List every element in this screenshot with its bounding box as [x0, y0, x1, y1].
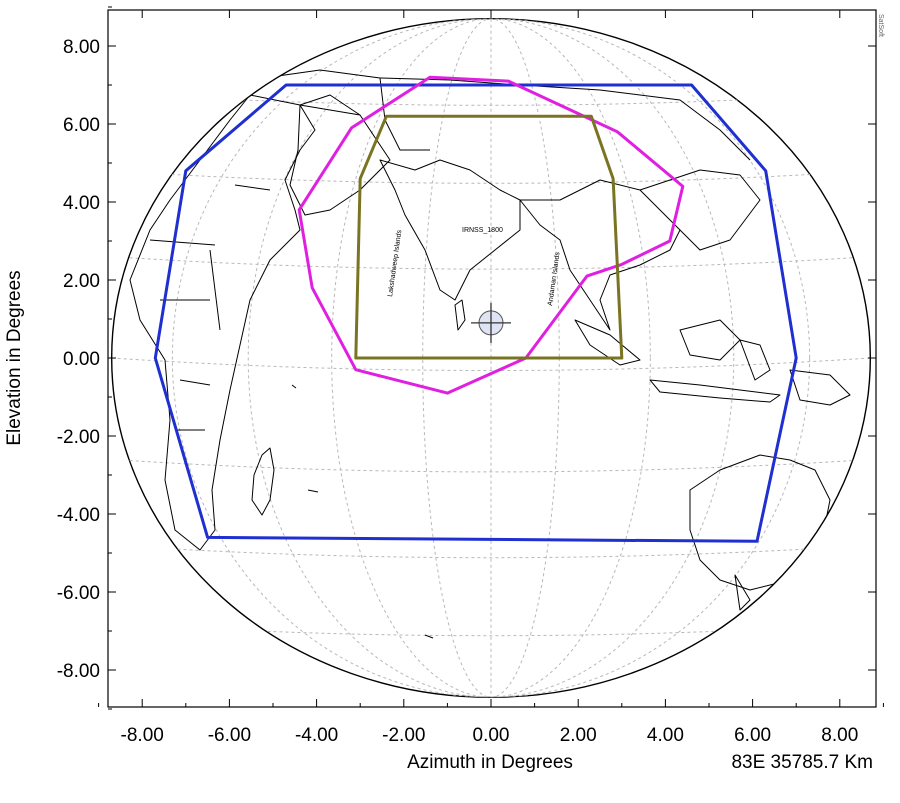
x-tick-label: -2.00 [382, 725, 425, 746]
y-tick-label: -2.00 [57, 427, 100, 448]
y-tick-label: -6.00 [57, 583, 100, 604]
parallel-line [111, 256, 871, 270]
y-tick-label: 4.00 [63, 193, 100, 214]
parallel-line [111, 357, 871, 371]
boresight-marker [471, 302, 511, 343]
y-tick-label: -8.00 [57, 661, 100, 682]
x-tick-label: -6.00 [208, 725, 251, 746]
coverage-contours [153, 75, 798, 543]
y-axis-title: Elevation in Degrees [4, 270, 25, 445]
meridian-line [171, 18, 811, 698]
y-tick-label: 2.00 [63, 271, 100, 292]
x-tick-label: -8.00 [121, 725, 164, 746]
x-tick-label: 6.00 [734, 725, 771, 746]
coverage-contour-3 [354, 114, 624, 360]
y-tick-label: 6.00 [63, 115, 100, 136]
x-tick-label: 8.00 [821, 725, 858, 746]
parallel-line [111, 458, 871, 473]
corner-mark: SatSoft [877, 14, 884, 37]
x-tick-label: 4.00 [647, 725, 684, 746]
parallel-line [111, 544, 871, 559]
y-tick-label: 0.00 [63, 349, 100, 370]
x-tick-label: 0.00 [473, 725, 510, 746]
y-tick-label: -4.00 [57, 505, 100, 526]
x-tick-label: 2.00 [560, 725, 597, 746]
beam-label: IRNSS_1800 [462, 227, 503, 234]
y-tick-label: 8.00 [63, 37, 100, 58]
parallel-line [111, 170, 871, 184]
x-axis-title: Azimuth in Degrees [407, 752, 573, 773]
satellite-position-label: 83E 35785.7 Km [731, 752, 873, 773]
x-axis-ticks: -8.00 -6.00 -4.00 -2.00 0.00 2.00 4.00 6.00 8.00 [98, 10, 884, 746]
coastlines [129, 69, 851, 639]
coverage-contour-2 [297, 75, 685, 395]
x-tick-label: -4.00 [295, 725, 338, 746]
meridian-line [247, 18, 735, 698]
y-axis-ticks: 8.00 6.00 4.00 2.00 0.00 -2.00 -4.00 -6.00 -8.00 [57, 6, 876, 710]
coverage-contour-1 [153, 83, 798, 543]
